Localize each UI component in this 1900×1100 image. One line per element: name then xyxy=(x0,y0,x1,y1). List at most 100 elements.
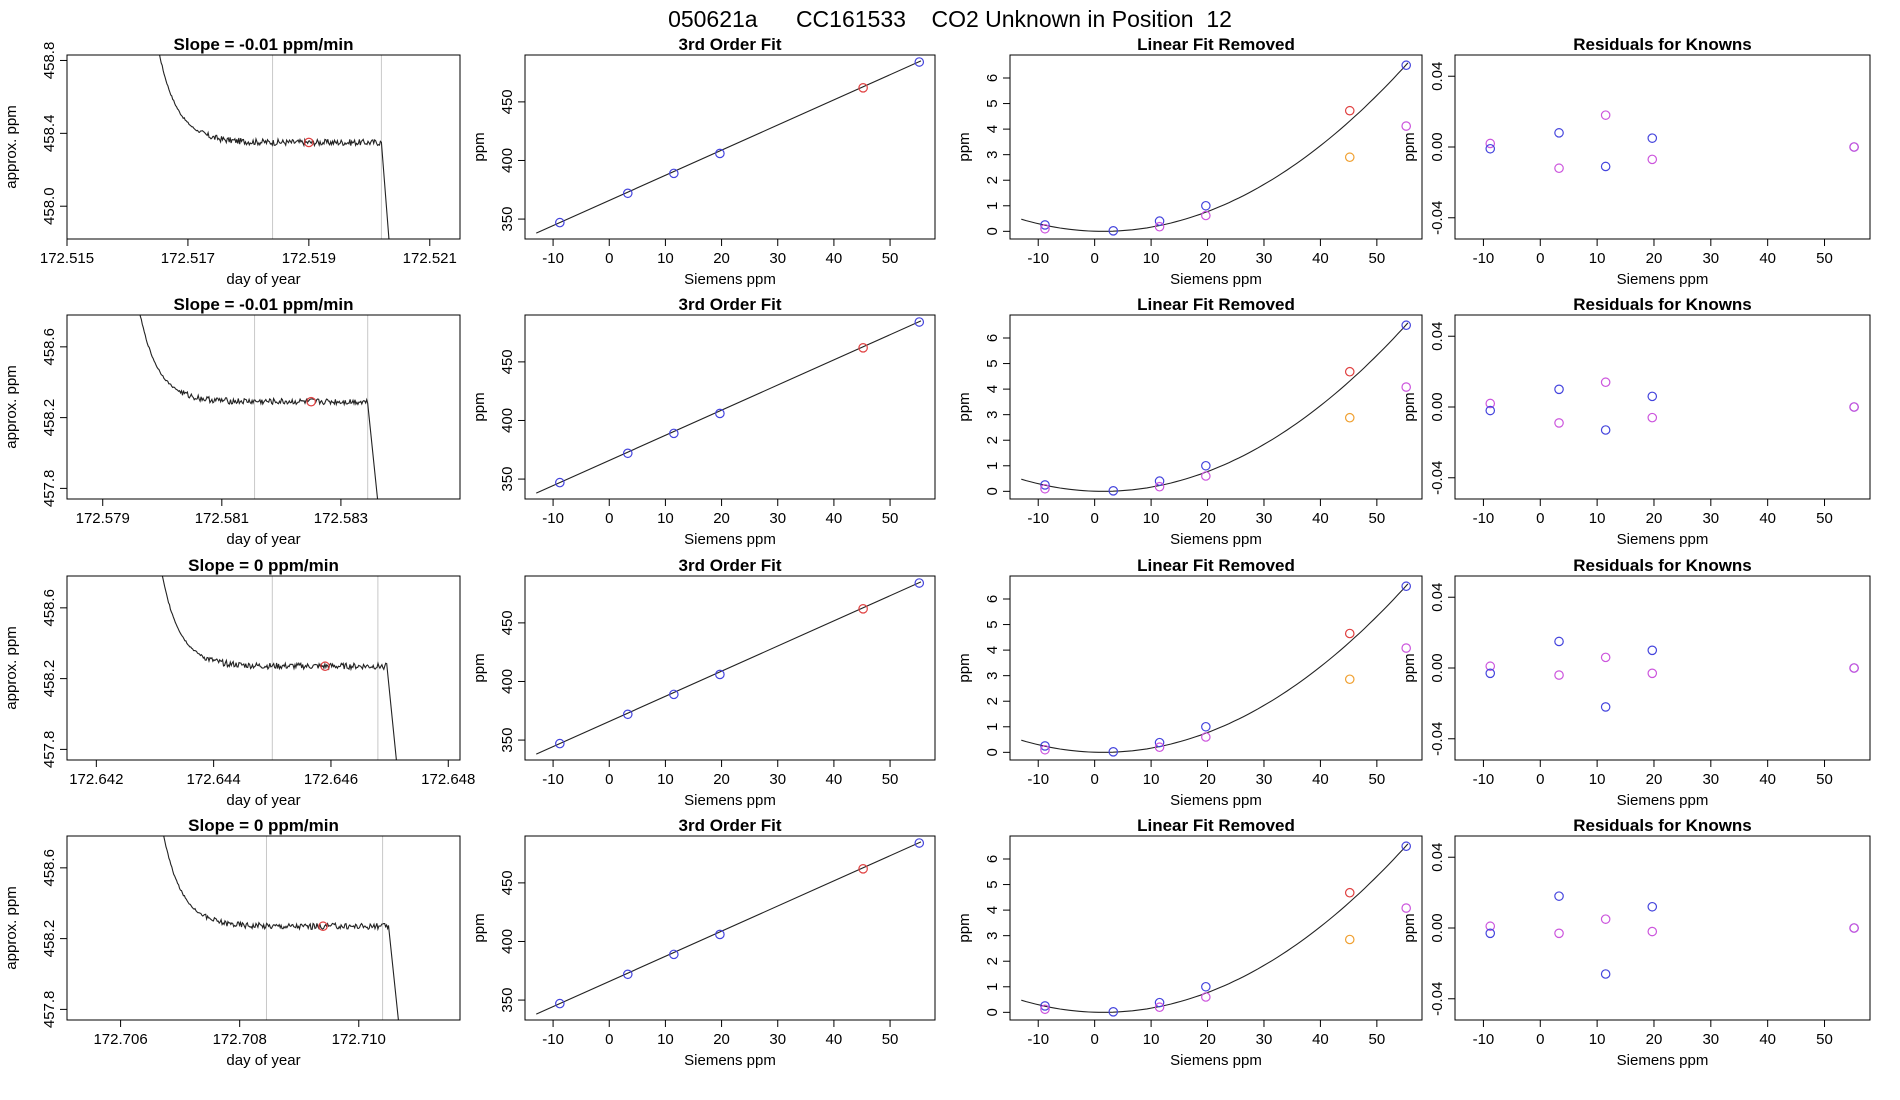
x-tick-label: 172.579 xyxy=(76,510,130,527)
panel-3-2: 3rd Order Fit Siemens ppm ppm -10 0 10 20 30 40 5… xyxy=(471,556,936,809)
panel-title: Residuals for Knowns xyxy=(1573,35,1752,54)
plot-area xyxy=(163,836,399,1020)
panel-title: Residuals for Knowns xyxy=(1573,556,1752,575)
y-axis-label: approx. ppm xyxy=(3,886,20,969)
plot-frame xyxy=(1454,575,1871,761)
y-tick-label: 5 xyxy=(984,880,1001,888)
plot-area xyxy=(536,317,925,494)
data-point xyxy=(555,217,565,228)
y-tick-label: 3 xyxy=(984,671,1001,679)
data-point xyxy=(1040,223,1050,234)
x-axis-label: Siemens ppm xyxy=(1617,531,1709,548)
panel-title: 3rd Order Fit xyxy=(679,816,782,835)
plot-frame xyxy=(1009,54,1423,240)
plot-area xyxy=(1021,60,1411,236)
data-point xyxy=(1600,425,1611,435)
data-point xyxy=(1485,398,1496,409)
y-tick-label: 0 xyxy=(984,227,1001,235)
plot-area xyxy=(1021,320,1411,496)
data-point xyxy=(1647,412,1658,423)
mean-point-marker xyxy=(320,661,330,672)
x-tick-label: 10 xyxy=(657,771,674,788)
x-tick-label: 20 xyxy=(1199,250,1216,267)
x-tick-label: 172.710 xyxy=(332,1031,386,1048)
plot-frame xyxy=(1454,314,1871,500)
panel-title: Residuals for Knowns xyxy=(1573,816,1752,835)
x-tick-label: 50 xyxy=(882,510,899,527)
x-tick-label: 30 xyxy=(1702,1031,1719,1048)
x-tick-label: 0 xyxy=(1536,250,1544,267)
y-tick-label: 6 xyxy=(984,334,1001,342)
data-point xyxy=(1154,737,1165,748)
data-point xyxy=(1554,384,1564,395)
plot-area xyxy=(1485,636,1859,712)
plot-area xyxy=(536,838,925,1015)
x-tick-label: 30 xyxy=(1702,771,1719,788)
y-tick-label: 0 xyxy=(984,748,1001,756)
x-axis-label: Siemens ppm xyxy=(684,1052,776,1069)
x-tick-label: 0 xyxy=(1536,1031,1544,1048)
x-axis-label: Siemens ppm xyxy=(1617,792,1709,809)
x-tick-label: -10 xyxy=(1473,771,1495,788)
x-tick-label: 0 xyxy=(605,510,613,527)
y-axis-label: ppm xyxy=(956,653,973,682)
data-point xyxy=(1600,652,1611,663)
data-point xyxy=(1201,460,1211,471)
x-axis-label: day of year xyxy=(226,271,300,288)
data-point xyxy=(1154,216,1165,226)
x-tick-label: 172.517 xyxy=(161,250,215,267)
ppm-trace-line xyxy=(159,55,390,239)
data-point xyxy=(1154,221,1165,232)
panel-title: Linear Fit Removed xyxy=(1137,35,1295,54)
y-tick-label: 0.00 xyxy=(1429,913,1446,942)
y-tick-label: 457.8 xyxy=(41,991,58,1029)
panel-3-1: Slope = 0 ppm/min day of year approx. ppm 1… xyxy=(3,556,475,809)
plot-frame xyxy=(524,314,936,500)
plot-frame xyxy=(1009,835,1423,1021)
x-tick-label: 50 xyxy=(1369,510,1386,527)
data-point xyxy=(1485,928,1496,939)
y-axis-label: ppm xyxy=(471,392,488,421)
x-tick-label: 40 xyxy=(1312,510,1329,527)
plot-frame xyxy=(524,835,936,1021)
y-tick-label: 4 xyxy=(984,906,1001,914)
x-tick-label: 10 xyxy=(1143,510,1160,527)
x-tick-label: 30 xyxy=(769,771,786,788)
y-tick-label: 5 xyxy=(984,359,1001,367)
ppm-trace-line xyxy=(139,315,379,499)
x-axis-label: Siemens ppm xyxy=(684,271,776,288)
data-point xyxy=(1040,483,1050,494)
data-point xyxy=(715,148,725,159)
y-tick-label: 458.2 xyxy=(41,660,58,698)
data-point xyxy=(669,949,679,960)
panel-title: Linear Fit Removed xyxy=(1137,556,1295,575)
x-tick-label: -10 xyxy=(542,510,564,527)
x-tick-label: 30 xyxy=(1702,510,1719,527)
panel-title: Residuals for Knowns xyxy=(1573,295,1752,314)
data-point xyxy=(1554,418,1564,428)
x-tick-label: 20 xyxy=(1199,1031,1216,1048)
x-tick-label: 172.708 xyxy=(213,1031,267,1048)
plot-frame xyxy=(66,835,461,1021)
x-tick-label: 20 xyxy=(1646,771,1663,788)
data-point xyxy=(1485,138,1496,149)
data-point xyxy=(555,477,565,488)
fit-curve xyxy=(1021,843,1409,1013)
x-tick-label: 10 xyxy=(657,1031,674,1048)
data-point xyxy=(1647,926,1658,937)
x-tick-label: -10 xyxy=(1473,1031,1495,1048)
y-tick-label: 400 xyxy=(499,408,516,433)
plot-area xyxy=(139,315,379,499)
data-point xyxy=(858,604,868,614)
data-point xyxy=(1485,405,1496,416)
panel-4-4: Residuals for Knowns Siemens ppm ppm -10 0 10… xyxy=(1401,816,1871,1069)
data-point xyxy=(1485,143,1496,154)
data-point xyxy=(914,317,925,327)
panel-2-4: Residuals for Knowns Siemens ppm ppm -10 0 10… xyxy=(1401,295,1871,548)
x-tick-label: -10 xyxy=(542,250,564,267)
x-tick-label: 20 xyxy=(713,510,730,527)
data-point xyxy=(1600,161,1611,172)
x-axis-label: day of year xyxy=(226,1052,300,1069)
fit-line xyxy=(536,320,922,494)
data-point xyxy=(1040,744,1050,755)
